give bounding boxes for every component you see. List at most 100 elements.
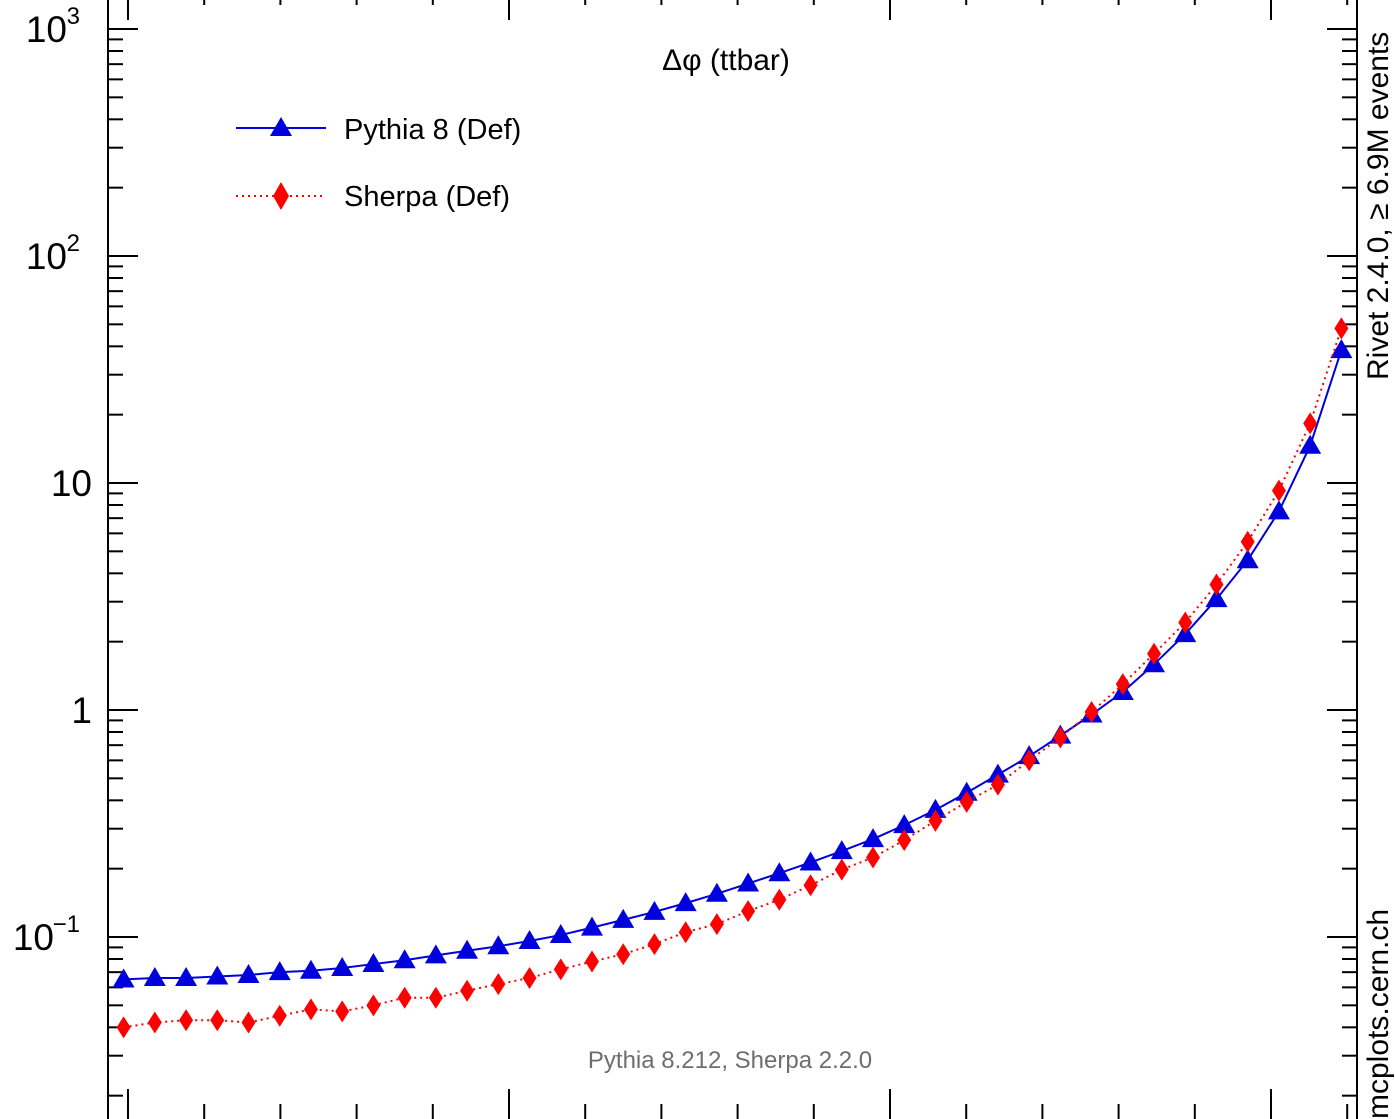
data-point-sherpa xyxy=(866,846,881,869)
data-point-pythia xyxy=(986,763,1009,783)
data-point-pythia xyxy=(331,957,354,977)
y-tick-label: 10 xyxy=(13,917,54,958)
y-tick-label: 10 xyxy=(51,463,92,504)
data-point-pythia xyxy=(1205,588,1228,608)
y-tick-label: 10 xyxy=(26,9,67,50)
data-point-sherpa xyxy=(179,1009,194,1032)
data-point-sherpa xyxy=(335,1000,350,1023)
plot-frame xyxy=(107,0,1358,1119)
data-point-sherpa xyxy=(772,888,787,911)
legend-marker-triangle xyxy=(270,117,292,136)
data-point-sherpa xyxy=(1334,317,1349,340)
data-point-sherpa xyxy=(1022,749,1037,772)
data-point-sherpa xyxy=(1240,530,1255,553)
data-point-sherpa xyxy=(584,950,599,973)
y-tick-label-exponent: 2 xyxy=(67,230,80,257)
data-point-pythia xyxy=(1236,549,1259,569)
data-point-pythia xyxy=(456,939,479,959)
data-point-pythia xyxy=(299,959,322,979)
data-point-sherpa xyxy=(116,1016,131,1039)
series-line-sherpa xyxy=(123,328,1343,1029)
y-tick-label-exponent: 3 xyxy=(67,3,80,30)
data-point-sherpa xyxy=(1084,700,1099,723)
data-point-sherpa xyxy=(678,921,693,944)
data-point-pythia xyxy=(580,916,603,936)
data-point-sherpa xyxy=(1271,479,1286,502)
data-point-sherpa xyxy=(553,958,568,981)
legend: Pythia 8 (Def) Sherpa (Def) xyxy=(236,114,521,213)
data-point-sherpa xyxy=(147,1011,162,1034)
data-point-sherpa xyxy=(303,998,318,1021)
data-point-pythia xyxy=(830,840,853,860)
data-point-sherpa xyxy=(210,1009,225,1032)
data-point-pythia xyxy=(1299,434,1322,454)
data-point-sherpa xyxy=(460,979,475,1002)
data-point-sherpa xyxy=(491,973,506,996)
data-point-pythia xyxy=(393,949,416,969)
data-point-pythia xyxy=(799,851,822,871)
data-point-sherpa xyxy=(647,933,662,956)
data-point-sherpa xyxy=(1303,412,1318,435)
data-point-sherpa xyxy=(616,943,631,966)
data-point-sherpa xyxy=(241,1011,256,1034)
data-point-pythia xyxy=(737,872,760,892)
mcplots-label: mcplots.cern.ch xyxy=(1362,909,1395,1119)
data-point-sherpa xyxy=(428,986,443,1009)
data-point-pythia xyxy=(518,930,541,950)
data-point-sherpa xyxy=(959,790,974,813)
legend-entry-pythia: Pythia 8 (Def) xyxy=(236,114,521,146)
data-point-sherpa xyxy=(928,809,943,832)
data-point-pythia xyxy=(175,966,198,986)
data-point-pythia xyxy=(237,964,260,984)
data-point-sherpa xyxy=(990,773,1005,796)
y-tick-label: 10 xyxy=(26,236,67,277)
data-point-pythia xyxy=(1267,500,1290,520)
data-point-pythia xyxy=(549,924,572,944)
data-point-pythia xyxy=(268,961,291,981)
data-point-sherpa xyxy=(897,829,912,852)
data-point-pythia xyxy=(424,944,447,964)
data-point-sherpa xyxy=(803,874,818,897)
data-point-pythia xyxy=(643,900,666,920)
data-point-pythia xyxy=(768,862,791,882)
data-point-sherpa xyxy=(272,1004,287,1027)
data-point-sherpa xyxy=(741,900,756,923)
data-point-sherpa xyxy=(1115,673,1130,696)
rivet-version-label: Rivet 2.4.0, ≥ 6.9M events xyxy=(1362,32,1395,380)
data-point-pythia xyxy=(1330,339,1353,359)
data-point-sherpa xyxy=(1147,642,1162,665)
data-point-sherpa xyxy=(366,994,381,1017)
data-point-pythia xyxy=(674,892,697,912)
data-point-sherpa xyxy=(522,966,537,989)
data-point-pythia xyxy=(143,966,166,986)
legend-entry-sherpa: Sherpa (Def) xyxy=(236,181,510,213)
y-tick-label-exponent: −1 xyxy=(53,911,80,938)
legend-marker-diamond xyxy=(273,182,289,210)
series-line-pythia xyxy=(123,349,1343,981)
legend-label-pythia: Pythia 8 (Def) xyxy=(344,114,521,146)
data-point-pythia xyxy=(893,814,916,834)
y-minor-ticks xyxy=(108,38,1357,1097)
data-point-pythia xyxy=(705,882,728,902)
data-point-pythia xyxy=(612,908,635,928)
data-point-pythia xyxy=(362,953,385,973)
series-layer xyxy=(112,317,1353,1039)
chart-title: Δφ (ttbar) xyxy=(662,44,790,77)
x-ticks xyxy=(127,0,1349,1119)
data-point-sherpa xyxy=(1178,611,1193,634)
generator-label: Pythia 8.212, Sherpa 2.2.0 xyxy=(588,1047,872,1074)
data-point-sherpa xyxy=(834,858,849,881)
data-point-sherpa xyxy=(397,986,412,1009)
data-point-pythia xyxy=(487,935,510,955)
data-point-sherpa xyxy=(709,913,724,936)
y-major-ticks xyxy=(108,28,1357,938)
data-point-sherpa xyxy=(1053,726,1068,749)
data-point-pythia xyxy=(924,798,947,818)
data-point-pythia xyxy=(862,828,885,848)
y-tick-label: 1 xyxy=(71,690,92,731)
legend-label-sherpa: Sherpa (Def) xyxy=(344,181,510,213)
data-point-pythia xyxy=(206,965,229,985)
data-point-pythia xyxy=(112,968,135,988)
